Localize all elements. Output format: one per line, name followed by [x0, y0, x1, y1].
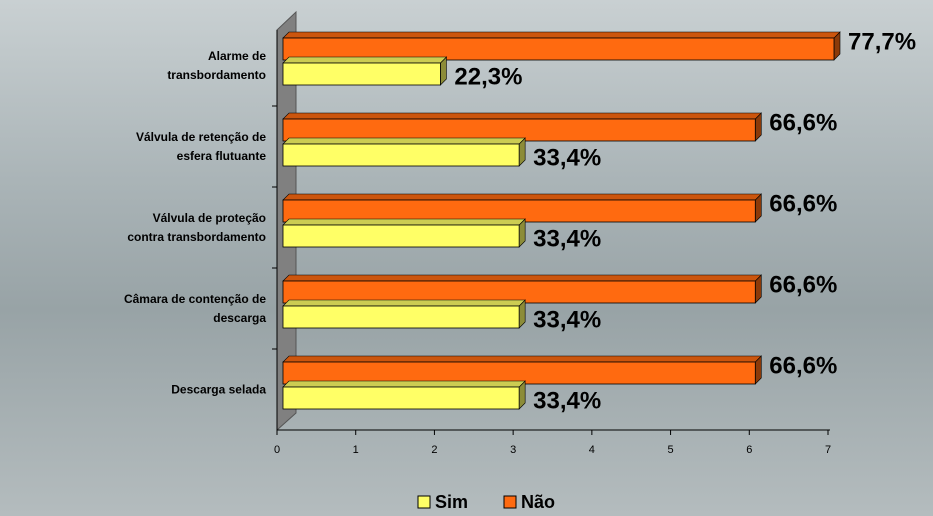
bar-top [282, 380, 526, 388]
bar [282, 224, 520, 248]
bar [282, 37, 835, 61]
value-label: 66,6% [769, 271, 837, 298]
x-tick-label: 3 [510, 444, 516, 456]
bar-top [282, 299, 526, 307]
value-label: 66,6% [769, 190, 837, 217]
bar [282, 62, 441, 86]
x-tick-label: 5 [668, 444, 674, 456]
legend-swatch [503, 495, 517, 509]
bar-top [282, 193, 763, 201]
value-label: 33,4% [533, 387, 601, 414]
bar-top [282, 56, 448, 64]
value-label: 33,4% [533, 306, 601, 333]
category-label: Válvula de proteção contra transbordamen… [127, 210, 266, 244]
bar [282, 386, 520, 410]
value-label: 77,7% [848, 28, 916, 55]
value-label: 66,6% [769, 109, 837, 136]
x-tick-label: 6 [746, 444, 752, 456]
category-label: Câmara de contenção de descarga [123, 291, 266, 325]
bar-top [282, 112, 763, 120]
x-tick-label: 4 [589, 444, 595, 456]
x-tick-label: 2 [431, 444, 437, 456]
x-tick-label: 1 [353, 444, 359, 456]
value-label: 33,4% [533, 144, 601, 171]
legend-label: Sim [435, 492, 468, 512]
value-label: 66,6% [769, 352, 837, 379]
value-label: 33,4% [533, 225, 601, 252]
bar-top [282, 137, 526, 145]
legend-swatch [417, 495, 431, 509]
legend-label: Não [521, 492, 555, 512]
x-tick-label: 0 [274, 444, 280, 456]
bar-top [282, 218, 526, 226]
bar-top [282, 355, 763, 363]
category-label: Alarme de transbordamento [167, 48, 266, 82]
value-label: 22,3% [454, 63, 522, 90]
category-label: Válvula de retenção de esfera flutuante [135, 129, 266, 163]
x-tick-label: 7 [825, 444, 831, 456]
bar-top [282, 31, 841, 39]
bar [282, 305, 520, 329]
bar-top [282, 274, 763, 282]
category-label: Descarga selada [171, 382, 266, 396]
bar [282, 143, 520, 167]
